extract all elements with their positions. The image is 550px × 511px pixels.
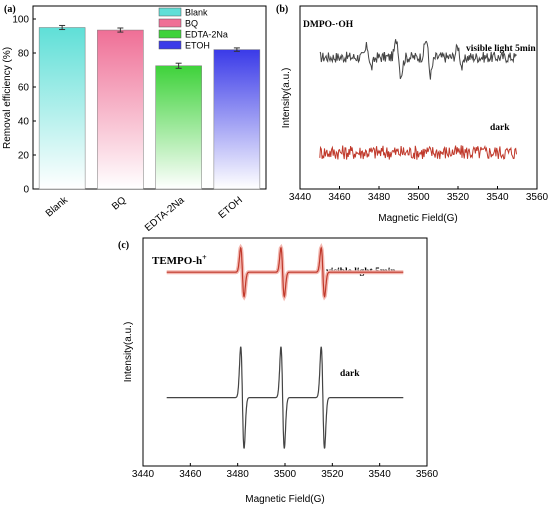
- panel-b-xlabel: Magnetic Field(G): [378, 213, 457, 224]
- x-tick-label: 3560: [526, 192, 549, 203]
- panel-b-frame: [299, 5, 538, 190]
- x-tick-label: 3520: [447, 192, 470, 203]
- x-tick-label: 3460: [328, 192, 351, 203]
- bar: [38, 27, 86, 190]
- panel-b-label: (b): [276, 4, 288, 15]
- x-tick-label: BQ: [110, 195, 128, 213]
- x-tick-label: 3540: [486, 192, 509, 203]
- y-tick-label: 80: [18, 49, 30, 60]
- legend-label: Blank: [185, 8, 208, 18]
- panel-a-ylabel: Removal efficiency (%): [2, 47, 13, 149]
- panel-c-ylabel: Intensity(a.u.): [123, 322, 134, 383]
- panel-b-line-chart: (b) Intensity(a.u.) Magnetic Field(G) DM…: [276, 4, 549, 224]
- panel-c-xlabel: Magnetic Field(G): [245, 494, 324, 505]
- x-tick-label: 3460: [179, 469, 202, 480]
- y-tick-label: 60: [18, 83, 30, 94]
- panel-b-series-label-light: visible light 5min: [466, 44, 536, 54]
- bar: [155, 65, 202, 190]
- x-tick-label: 3500: [407, 192, 430, 203]
- legend-label: EDTA-2Na: [185, 30, 228, 40]
- panel-c-line-chart: (c) Intensity(a.u.) Magnetic Field(G) TE…: [118, 237, 439, 505]
- panel-b-series-label-dark: dark: [490, 123, 510, 133]
- series-line: [166, 246, 404, 298]
- panel-b-annotation: DMPO-·OH: [303, 20, 354, 30]
- panel-a-x-labels: Blank BQ EDTA-2Na ETOH: [44, 194, 245, 234]
- panel-a-bars: [38, 24, 261, 190]
- panel-c-label: (c): [118, 240, 129, 251]
- x-tick-label: 3480: [368, 192, 391, 203]
- bar: [97, 29, 144, 190]
- series-line: [319, 39, 517, 80]
- x-tick-label: EDTA-2Na: [143, 195, 187, 234]
- y-tick-label: 20: [18, 151, 30, 162]
- panel-b-x-ticks: 3440 3460 3480 3500 3520 3540 3560: [289, 186, 549, 203]
- x-tick-label: 3560: [416, 469, 439, 480]
- x-tick-label: 3540: [369, 469, 392, 480]
- y-tick-label: 40: [18, 117, 30, 128]
- legend-label: ETOH: [185, 41, 210, 51]
- x-tick-label: Blank: [44, 194, 71, 219]
- panel-a-bar-chart: (a) Removal efficiency (%) 020406080100 …: [2, 4, 267, 234]
- panel-c-lines: [166, 243, 404, 449]
- panel-a-label: (a): [4, 4, 16, 15]
- legend-swatch: [158, 40, 182, 50]
- x-tick-label: 3440: [289, 192, 312, 203]
- series-line: [319, 144, 517, 160]
- legend-swatch: [158, 7, 182, 17]
- x-tick-label: 3500: [274, 469, 297, 480]
- legend-swatch: [158, 18, 182, 28]
- y-tick-label: 0: [23, 185, 29, 196]
- panel-b-lines: [319, 39, 517, 160]
- bar: [213, 49, 261, 190]
- x-tick-label: 3440: [132, 469, 155, 480]
- panel-c-series-label-dark: dark: [340, 369, 360, 379]
- panel-c-x-ticks: 3440 3460 3480 3500 3520 3540 3560: [132, 463, 439, 480]
- series-line: [166, 346, 404, 449]
- legend-label: BQ: [185, 19, 198, 29]
- y-tick-label: 100: [12, 15, 29, 26]
- x-tick-label: 3520: [321, 469, 344, 480]
- x-tick-label: 3480: [227, 469, 250, 480]
- panel-a-y-ticks: 0 20 40 60 80 100: [12, 15, 36, 196]
- panel-c-annotation: TEMPO-h+: [152, 253, 207, 268]
- panel-a-frame: [32, 5, 267, 190]
- x-tick-label: ETOH: [217, 195, 245, 221]
- panel-b-ylabel: Intensity(a.u.): [281, 68, 292, 129]
- legend-swatch: [158, 29, 182, 39]
